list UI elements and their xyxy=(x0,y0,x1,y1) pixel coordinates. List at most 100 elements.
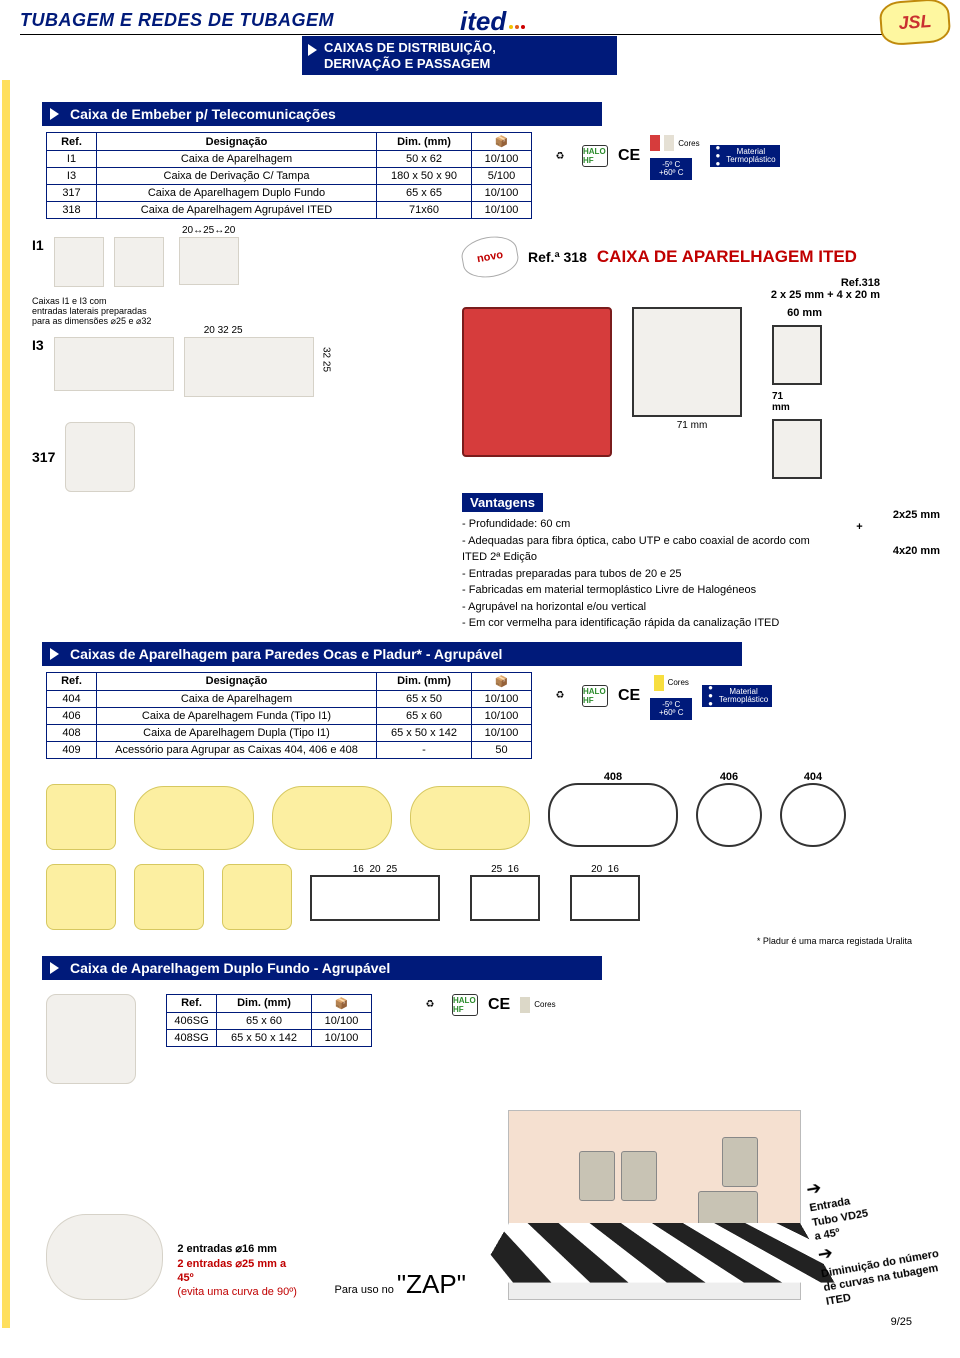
annot-left-2: 2 entradas ⌀25 mm a 45º xyxy=(177,1257,302,1286)
recycle-icon: ♻ xyxy=(548,145,572,167)
section2-table: Ref. Designação Dim. (mm) 📦 404Caixa de … xyxy=(46,672,532,759)
recycle-icon: ♻ xyxy=(548,685,572,707)
box-illustration-grey-double xyxy=(46,1214,163,1300)
left-annotation: 2 entradas ⌀16 mm 2 entradas ⌀25 mm a 45… xyxy=(177,1242,302,1299)
header-category: TUBAGEM E REDES DE TUBAGEM xyxy=(20,10,334,31)
ce-badge: CE xyxy=(488,994,510,1016)
annot-left-1: 2 entradas ⌀16 mm xyxy=(177,1242,302,1256)
header: TUBAGEM E REDES DE TUBAGEM ited CAIXAS D… xyxy=(20,0,940,80)
img-label-408: 408 xyxy=(548,771,678,783)
ref318-sub: Ref.318 xyxy=(841,277,880,289)
temp-badge: -5º C +60º C xyxy=(650,158,692,180)
section-view-404 xyxy=(570,875,640,921)
section1-title: Caixa de Embeber p/ Telecomunicações xyxy=(42,102,602,126)
table-row: 408SG65 x 50 x 14210/100 xyxy=(167,1029,372,1046)
i1-box-illustration-2 xyxy=(114,237,164,287)
ref318-front-diagram xyxy=(632,307,742,417)
ref318-side-diagram-1 xyxy=(772,325,822,385)
table-row: 317Caixa de Aparelhagem Duplo Fundo65 x … xyxy=(47,185,532,202)
box-illustration xyxy=(134,786,254,850)
img-label-404: 404 xyxy=(780,771,846,783)
box-illustration xyxy=(46,864,116,930)
section3-legend: ♻ HALO HF CE Cores xyxy=(418,994,556,1016)
ce-badge: CE xyxy=(618,685,640,707)
ited-logo: ited xyxy=(460,6,538,37)
meas-71v: 71 mm xyxy=(772,391,822,413)
col-dim: Dim. (mm) xyxy=(217,994,312,1012)
table-row: 318Caixa de Aparelhagem Agrupável ITED71… xyxy=(47,202,532,219)
box-illustration xyxy=(222,864,292,930)
vant-item: Entradas preparadas para tubos de 20 e 2… xyxy=(462,566,836,583)
diagram-404 xyxy=(780,783,846,847)
i1-i3-note: Caixas I1 e I3 com entradas laterais pre… xyxy=(32,296,462,327)
cores-badge: Cores xyxy=(650,672,692,694)
col-qty: 📦 xyxy=(312,994,372,1012)
vantagens-title: Vantagens xyxy=(462,493,543,512)
ref317-illustration xyxy=(65,422,135,492)
i3-box-illustration xyxy=(54,337,174,391)
ref318-side-diagram-2 xyxy=(772,419,822,479)
ce-badge: CE xyxy=(618,145,640,167)
i1-box-illustration xyxy=(54,237,104,287)
side-yellow-strip xyxy=(2,80,10,1328)
i3-front-diagram xyxy=(184,337,314,397)
col-ref: Ref. xyxy=(47,672,97,690)
vant-item: Em cor vermelha para identificação rápid… xyxy=(462,615,836,632)
i1-front-diagram: 20↔25↔20 xyxy=(174,237,244,288)
col-dim: Dim. (mm) xyxy=(377,133,472,151)
section3-title: Caixa de Aparelhagem Duplo Fundo - Agrup… xyxy=(42,956,602,980)
ref318-photo xyxy=(462,307,612,457)
ref318-depth: 60 mm xyxy=(772,307,822,319)
table-row: 404Caixa de Aparelhagem65 x 5010/100 xyxy=(47,690,532,707)
material-badge: ● ● ●Material Termoplástico xyxy=(710,145,780,167)
box-illustration-grey xyxy=(46,994,136,1084)
cores-badge: Cores xyxy=(650,132,699,154)
col-qty: 📦 xyxy=(472,672,532,690)
table-row: I3Caixa de Derivação C/ Tampa180 x 50 x … xyxy=(47,168,532,185)
ited-logo-text: ited xyxy=(460,6,506,37)
meas-side: 2x25 mm + 4x20 mm xyxy=(856,497,940,632)
i3-label: I3 xyxy=(32,337,44,353)
ref317-label: 317 xyxy=(32,449,55,465)
page-number: 9/25 xyxy=(32,1316,912,1328)
section1-table: Ref. Designação Dim. (mm) 📦 I1Caixa de A… xyxy=(46,132,532,219)
vant-item: Adequadas para fibra óptica, cabo UTP e … xyxy=(462,533,836,566)
vant-item: Profundidade: 60 cm xyxy=(462,516,836,533)
section-view-408 xyxy=(310,875,440,921)
diagram-408 xyxy=(548,783,678,847)
recycle-icon: ♻ xyxy=(418,994,442,1016)
box-illustration xyxy=(46,784,116,850)
table-row: 406SG65 x 6010/100 xyxy=(167,1012,372,1029)
col-ref: Ref. xyxy=(47,133,97,151)
col-qty: 📦 xyxy=(472,133,532,151)
ref318-label: Ref.ª 318 xyxy=(528,249,587,265)
meas-71h: 71 mm xyxy=(632,420,752,431)
section3-table: Ref. Dim. (mm) 📦 406SG65 x 6010/100 408S… xyxy=(166,994,372,1047)
pladur-footnote: * Pladur é uma marca registada Uralita xyxy=(32,936,912,946)
i1-label: I1 xyxy=(32,237,44,253)
diagram-406 xyxy=(696,783,762,847)
header-subtitle-line1: CAIXAS DE DISTRIBUIÇÃO, xyxy=(324,40,605,56)
img-label-406: 406 xyxy=(696,771,762,783)
table-row: I1Caixa de Aparelhagem50 x 6210/100 xyxy=(47,151,532,168)
jsl-logo: JSL xyxy=(879,0,952,46)
annot-left-3: (evita uma curva de 90º) xyxy=(177,1285,302,1299)
header-subtitle-line2: DERIVAÇÃO E PASSAGEM xyxy=(324,56,605,72)
section2-legend: ♻ HALO HF CE Cores -5º C +60º C ● ● ●Mat… xyxy=(548,672,772,720)
box-illustration xyxy=(410,786,530,850)
section2-title: Caixas de Aparelhagem para Paredes Ocas … xyxy=(42,642,742,666)
vant-item: Fabricadas em material termoplástico Liv… xyxy=(462,582,836,599)
vantagens-list: Profundidade: 60 cm Adequadas para fibra… xyxy=(462,516,836,632)
table-row: 409Acessório para Agrupar as Caixas 404,… xyxy=(47,741,532,758)
ref318-title: CAIXA DE APARELHAGEM ITED xyxy=(597,247,857,267)
halo-badge: HALO HF xyxy=(452,994,478,1016)
col-dim: Dim. (mm) xyxy=(377,672,472,690)
halo-badge: HALO HF xyxy=(582,145,608,167)
header-subtitle: CAIXAS DE DISTRIBUIÇÃO, DERIVAÇÃO E PASS… xyxy=(302,36,617,75)
zap-prefix: Para uso no xyxy=(335,1284,397,1296)
ited-logo-dots xyxy=(508,6,538,30)
cores-badge: Cores xyxy=(520,994,555,1016)
right-annotation: ➔ Entrada Tubo VD25 a 45º ➔ Diminuição d… xyxy=(804,1157,950,1309)
zap-text: "ZAP" xyxy=(397,1269,466,1299)
section-view-406 xyxy=(470,875,540,921)
